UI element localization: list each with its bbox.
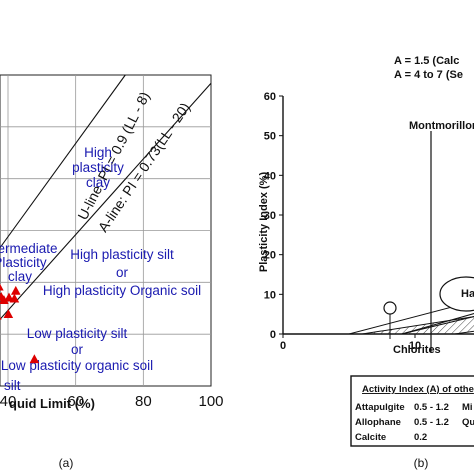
- chart-a-point-10: [3, 309, 14, 319]
- chart-a-point-7: [10, 285, 21, 295]
- chart-a-zone-intermediate-clay-line-3: clay: [8, 269, 32, 284]
- chart-a-zone-high-plasticity-silt-line-2: or: [116, 265, 129, 280]
- chart-a-points: [0, 283, 40, 364]
- chart-a-x-ticks: 40 60 80 100: [0, 393, 224, 410]
- activity-row-1-value: 0.5 - 1.2: [414, 402, 449, 413]
- activity-row-1-extra: Mi: [462, 402, 473, 413]
- chart-b-y-axis-label: Plasticity Index (%): [258, 172, 270, 273]
- chart-b-header-line-1: A = 1.5 (Calc: [394, 55, 459, 67]
- chart-a-grid: [0, 75, 211, 386]
- chart-a-x-tick-60: 60: [67, 393, 84, 410]
- chart-b-header-line-2: A = 4 to 7 (Se: [394, 69, 463, 81]
- activity-row-1-mineral: Attapulgite: [355, 402, 405, 413]
- chart-a-zone-high-plasticity-silt: High plasticity silt or High plasticity Or…: [43, 247, 201, 298]
- chart-b-montmorillonite-label: Montmorillon: [409, 120, 474, 132]
- chart-b-halloysite-ellipse: [439, 276, 474, 312]
- chart-b-y-tick-0: 0: [270, 329, 276, 341]
- chart-a-point-2: [0, 283, 4, 291]
- chart-a-point-4: [0, 295, 9, 305]
- chart-a-zone-intermediate-clay-line-1: Intermediate: [0, 241, 58, 256]
- activity-row-2-value: 0.5 - 1.2: [414, 417, 449, 428]
- chart-a-zone-silt: silt: [4, 378, 21, 393]
- chart-b-x-tick-0: 0: [280, 340, 286, 352]
- chart-a-reference-line-2: [0, 82, 212, 321]
- chart-a-zone-intermediate-clay: IntermediatePlasticityclay: [0, 241, 58, 284]
- chart-b-y-tick-30: 30: [264, 210, 276, 222]
- chart-b-ticks: 010203040506001020304050: [264, 91, 421, 352]
- chart-a-point-6: [9, 293, 20, 303]
- chart-b-halloysite-label: Halloys: [461, 288, 474, 300]
- chart-b-plot-area: [282, 96, 474, 352]
- chart-a-x-tick-100: 100: [198, 393, 223, 410]
- chart-b-y-tick-20: 20: [264, 250, 276, 262]
- chart-b-x-tick-10: 10: [409, 340, 421, 352]
- chart-b-y-tick-10: 10: [264, 289, 276, 301]
- chart-a-zone-high-plasticity-clay-line-1: High: [84, 145, 112, 160]
- chart-a-zone-low-plasticity-silt-line-1: Low plasticity silt: [27, 326, 128, 341]
- chart-b-caption: (b): [414, 456, 429, 470]
- chart-a-zone-high-plasticity-silt-line-3: High plasticity Organic soil: [43, 283, 201, 298]
- chart-a-x-axis-label: quid Limit (%): [9, 396, 95, 411]
- activity-row-3-mineral: Calcite: [355, 432, 386, 443]
- chart-b-chlorites-circle: [383, 301, 397, 315]
- chart-b-y-tick-50: 50: [264, 131, 276, 143]
- chart-b: A = 1.5 (Calc A = 4 to 7 (Se 0 10 20 30 40 50…: [258, 55, 474, 470]
- chart-a-reference-line-1: [0, 74, 126, 249]
- chart-a-x-tick-40: 40: [0, 393, 16, 410]
- chart-a-zone-labels: HighplasticityclayIntermediatePlasticity…: [0, 145, 201, 393]
- chart-a-point-8: [0, 316, 2, 320]
- chart-a-caption: (a): [59, 456, 74, 470]
- activity-row-2-mineral: Allophane: [355, 417, 401, 428]
- chart-a: U-line: PI = 0.9 (LL - 8)A-line: PI = 0.…: [0, 74, 224, 470]
- chart-b-chlorites-label: Chlorites: [393, 344, 441, 356]
- chart-a-zone-high-plasticity-silt-line-1: High plasticity silt: [70, 247, 174, 262]
- chart-a-point-12: [29, 354, 40, 364]
- chart-a-zone-intermediate-clay-line-2: Plasticity: [0, 255, 47, 270]
- chart-b-y-tick-60: 60: [264, 91, 276, 103]
- chart-b-activity-table: Activity Index (A) of othe Attapulgite 0…: [350, 375, 474, 447]
- chart-a-zone-high-plasticity-clay-line-2: plasticity: [72, 160, 124, 175]
- chart-a-x-tick-80: 80: [135, 393, 152, 410]
- activity-row-3-value: 0.2: [414, 432, 427, 443]
- chart-a-zone-low-plasticity-silt-line-2: or: [71, 342, 84, 357]
- chart-a-zone-low-plasticity-silt-line-3: Low plasticity organic soil: [1, 358, 153, 373]
- chart-b-y-tick-40: 40: [264, 170, 276, 182]
- chart-a-zone-silt-line-1: silt: [4, 378, 21, 393]
- activity-row-2-extra: Qu: [462, 417, 474, 428]
- chart-a-zone-high-plasticity-clay-line-3: clay: [86, 175, 110, 190]
- activity-table-title: Activity Index (A) of othe: [362, 384, 474, 395]
- activity-table-frame: [350, 375, 474, 447]
